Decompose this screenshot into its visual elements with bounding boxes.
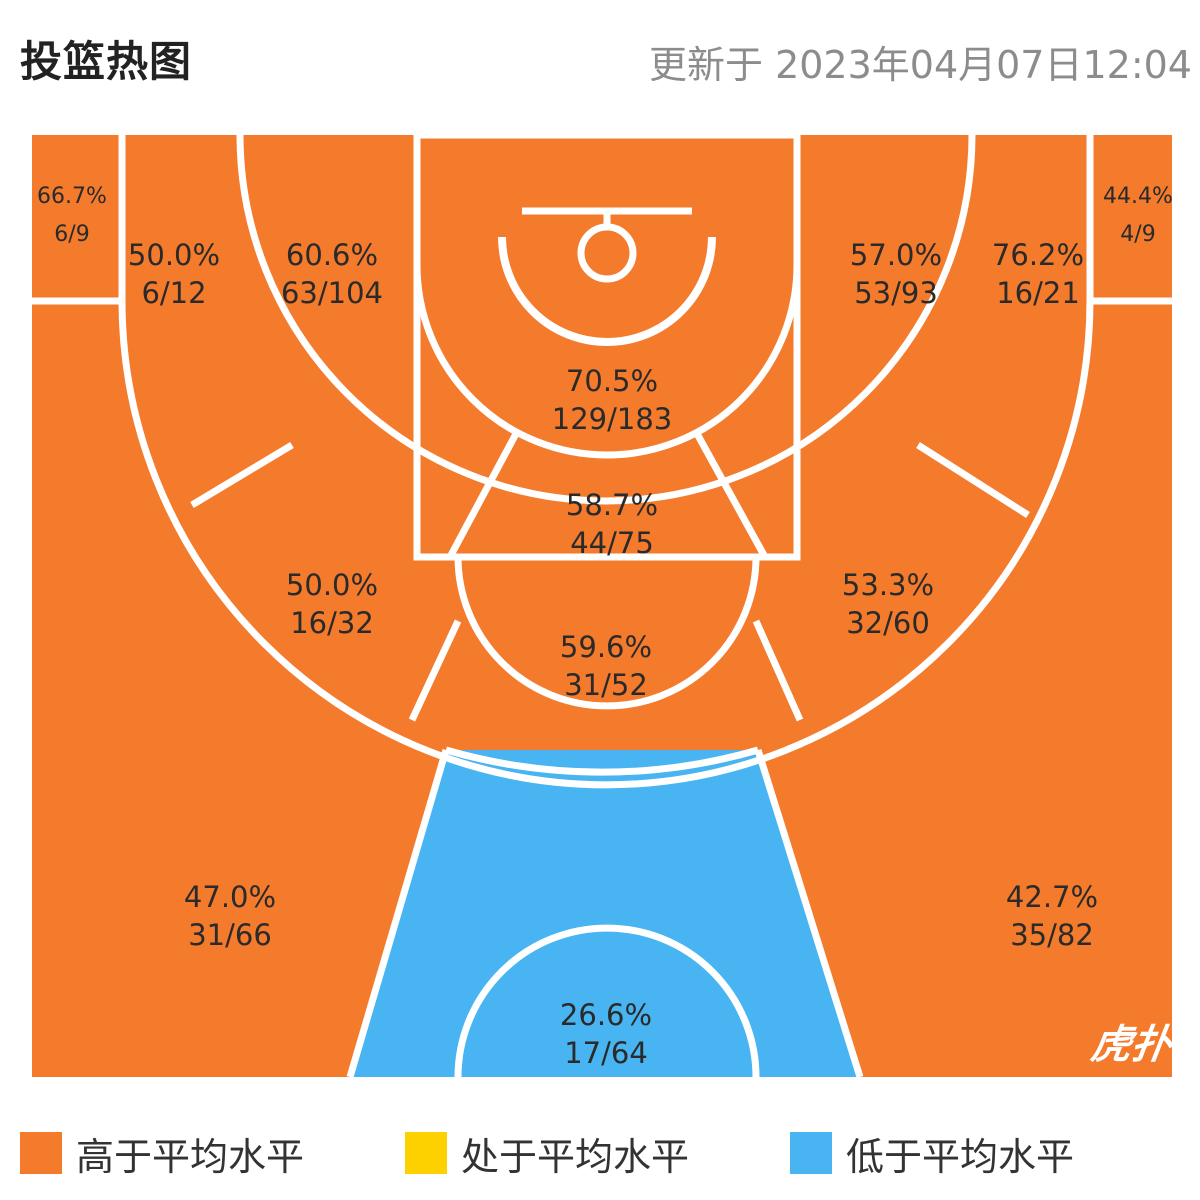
legend-item-average: 处于平均水平 <box>405 1125 689 1181</box>
zone-right-elbow-pct: 53.3% <box>842 568 934 602</box>
zone-restricted-pct: 70.5% <box>566 364 658 398</box>
zone-right-corner-three-pct: 44.4% <box>1103 184 1173 209</box>
legend: 高于平均水平 处于平均水平 低于平均水平 <box>20 1125 1180 1185</box>
zone-right-mid-made: 53/93 <box>854 276 938 310</box>
legend-label-above: 高于平均水平 <box>76 1134 305 1179</box>
shot-heatmap: 66.7% 6/9 44.4% 4/9 50.0% 6/12 60.6% 63/… <box>20 125 1200 1085</box>
legend-swatch-above <box>20 1132 62 1174</box>
zone-left-baseline-mid-made: 6/12 <box>141 276 206 310</box>
legend-swatch-below <box>790 1132 832 1174</box>
basket <box>498 207 716 346</box>
zone-left-mid-made: 63/104 <box>281 276 383 310</box>
zone-right-wing-three-made: 35/82 <box>1010 918 1094 952</box>
zone-right-mid-pct: 57.0% <box>850 238 942 272</box>
zone-right-corner-three-made: 4/9 <box>1120 222 1155 247</box>
zone-free-throw-made: 31/52 <box>564 668 648 702</box>
zone-top-three-made: 17/64 <box>564 1036 648 1070</box>
zone-left-baseline-mid-pct: 50.0% <box>128 238 220 272</box>
zone-left-mid-pct: 60.6% <box>286 238 378 272</box>
legend-item-above: 高于平均水平 <box>20 1125 304 1181</box>
court-svg: 66.7% 6/9 44.4% 4/9 50.0% 6/12 60.6% 63/… <box>32 131 1173 1079</box>
zone-top-three-pct: 26.6% <box>560 998 652 1032</box>
legend-label-below: 低于平均水平 <box>846 1134 1075 1179</box>
zone-left-corner-three-pct: 66.7% <box>37 184 107 209</box>
legend-label-average: 处于平均水平 <box>461 1134 690 1179</box>
zone-left-elbow-pct: 50.0% <box>286 568 378 602</box>
zone-left-wing-three-made: 31/66 <box>188 918 272 952</box>
zone-restricted-made: 129/183 <box>552 402 672 436</box>
zone-right-baseline-mid-made: 16/21 <box>996 276 1080 310</box>
zone-labels: 66.7% 6/9 44.4% 4/9 50.0% 6/12 60.6% 63/… <box>37 184 1173 1070</box>
zone-right-baseline-mid-pct: 76.2% <box>992 238 1084 272</box>
zone-left-corner-three-made: 6/9 <box>54 222 89 247</box>
zone-paint-made: 44/75 <box>570 526 654 560</box>
court-lines <box>32 131 1172 1079</box>
zone-right-elbow-made: 32/60 <box>846 606 930 640</box>
page-title: 投篮热图 <box>20 37 193 86</box>
update-timestamp: 更新于 2023年04月07日12:04 <box>648 43 1192 87</box>
zone-paint-pct: 58.7% <box>566 488 658 522</box>
legend-swatch-average <box>405 1132 447 1174</box>
zone-left-wing-three-pct: 47.0% <box>184 880 276 914</box>
zone-right-wing-three-pct: 42.7% <box>1006 880 1098 914</box>
legend-item-below: 低于平均水平 <box>790 1125 1074 1181</box>
zone-free-throw-pct: 59.6% <box>560 630 652 664</box>
hupu-logo: 虎扑 <box>1088 1022 1175 1068</box>
zone-left-elbow-made: 16/32 <box>290 606 374 640</box>
